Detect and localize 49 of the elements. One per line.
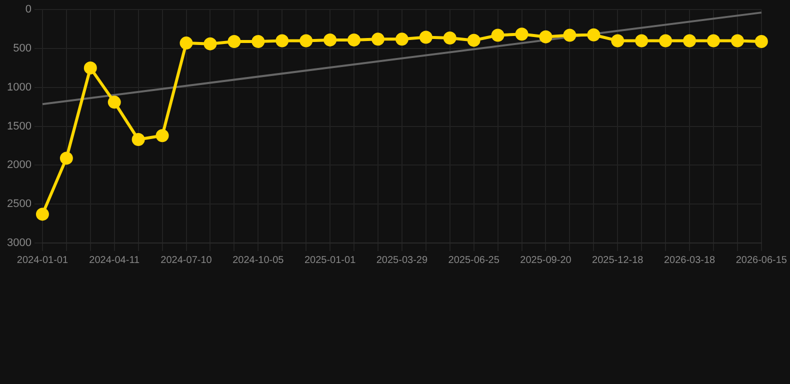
point	[204, 37, 217, 50]
point	[252, 35, 265, 48]
point	[300, 34, 313, 48]
x-tick-label: 2024-10-05	[232, 254, 284, 266]
point	[276, 34, 289, 48]
point	[563, 28, 576, 42]
x-tick-label: 2025-12-18	[592, 254, 644, 266]
point	[132, 133, 145, 146]
x-tick-label: 2024-04-11	[89, 254, 140, 266]
point	[156, 129, 169, 142]
x-tick-label: 2025-01-01	[304, 254, 356, 266]
point	[730, 34, 744, 48]
y-tick-label: 2500	[6, 198, 32, 210]
point	[467, 34, 480, 47]
y-tick-label: 3000	[6, 237, 32, 250]
y-tick-label: 500	[13, 42, 32, 55]
point	[395, 32, 408, 46]
point	[419, 30, 432, 44]
x-tick-label: 2026-06-15	[736, 254, 788, 266]
point	[491, 28, 504, 42]
x-tick-label: 2026-03-18	[664, 254, 716, 266]
x-tick-label: 2025-03-29	[376, 254, 428, 266]
point	[635, 34, 648, 48]
point	[515, 28, 528, 41]
y-tick-label: 0	[25, 4, 32, 16]
point	[180, 36, 193, 50]
point	[348, 33, 361, 46]
point	[587, 28, 600, 42]
point	[371, 32, 384, 46]
y-tick-label: 1000	[6, 81, 32, 94]
x-tick-label: 2025-09-20	[520, 254, 572, 266]
point	[683, 34, 696, 48]
point	[36, 208, 49, 221]
point	[84, 61, 97, 74]
x-tick-label: 2024-07-10	[160, 254, 212, 266]
point	[611, 34, 624, 48]
x-tick-label: 2024-01-01	[16, 254, 68, 266]
point	[706, 34, 720, 48]
point	[539, 30, 552, 44]
point	[754, 35, 768, 48]
point	[324, 33, 337, 46]
point	[228, 35, 241, 48]
y-tick-label: 1500	[6, 120, 32, 132]
point	[108, 96, 121, 109]
point	[443, 31, 456, 44]
point	[60, 152, 73, 165]
point	[659, 34, 672, 48]
y-tick-label: 2000	[6, 159, 32, 172]
x-tick-label: 2025-06-25	[448, 254, 500, 266]
